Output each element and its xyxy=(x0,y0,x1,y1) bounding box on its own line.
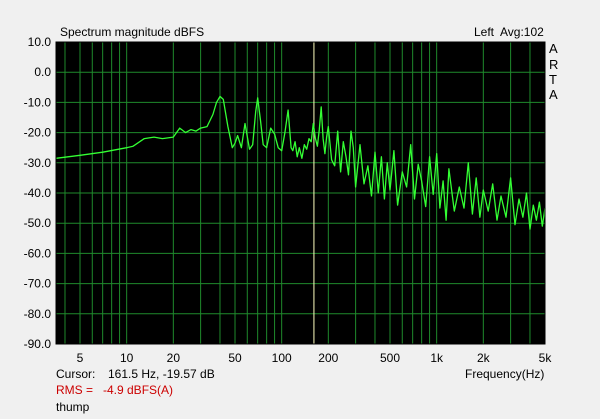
cursor-readout: 161.5 Hz, -19.57 dB xyxy=(108,367,215,381)
x-tick-label: 50 xyxy=(228,351,242,365)
x-tick-label: 10 xyxy=(120,351,134,365)
brand-letter: A xyxy=(549,87,558,102)
y-tick-label: -20.0 xyxy=(24,126,52,140)
y-tick-label: -90.0 xyxy=(24,337,52,351)
y-tick-label: -70.0 xyxy=(24,277,52,291)
x-tick-label: 500 xyxy=(380,351,400,365)
y-tick-label: 10.0 xyxy=(28,35,52,49)
rms-value: -4.9 dBFS(A) xyxy=(103,383,174,397)
y-tick-label: -80.0 xyxy=(24,307,52,321)
rms-label: RMS = xyxy=(56,383,94,397)
x-tick-label: 5 xyxy=(77,351,84,365)
cursor-label: Cursor: xyxy=(56,367,96,381)
averaging-label: Avg:102 xyxy=(500,25,544,39)
x-tick-label: 1k xyxy=(430,351,444,365)
y-tick-label: 0.0 xyxy=(34,65,51,79)
y-tick-label: -50.0 xyxy=(24,216,52,230)
plot-frame xyxy=(55,41,546,345)
x-tick-label: 2k xyxy=(477,351,491,365)
x-tick-label: 20 xyxy=(167,351,181,365)
y-tick-label: -40.0 xyxy=(24,186,52,200)
brand-letter: T xyxy=(549,72,557,87)
measurement-name: thump xyxy=(56,400,90,414)
brand-letter: A xyxy=(549,41,558,56)
x-tick-label: 200 xyxy=(318,351,338,365)
chart-title: Spectrum magnitude dBFS xyxy=(60,25,205,39)
y-tick-label: -10.0 xyxy=(24,95,52,109)
x-axis-label: Frequency(Hz) xyxy=(465,367,545,381)
x-tick-label: 100 xyxy=(272,351,292,365)
brand-letter: R xyxy=(549,57,559,72)
y-tick-label: -60.0 xyxy=(24,246,52,260)
y-tick-label: -30.0 xyxy=(24,156,52,170)
channel-label: Left xyxy=(474,25,495,39)
spectrum-trace xyxy=(55,95,546,230)
x-tick-label: 5k xyxy=(539,351,553,365)
